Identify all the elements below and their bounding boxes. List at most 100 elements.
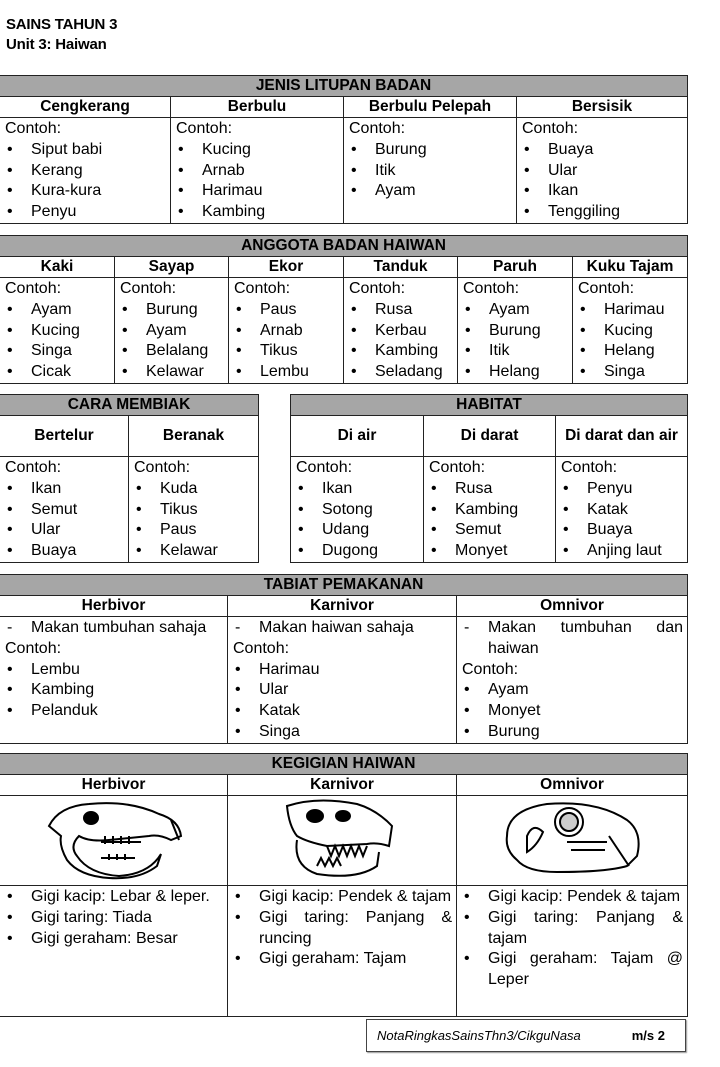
- kegigian-title: KEGIGIAN HAIWAN: [0, 753, 689, 775]
- contoh-label: Contoh:: [233, 639, 290, 657]
- list-item: • Dugong: [296, 541, 419, 562]
- item-text: Siput babi: [31, 140, 103, 158]
- item-text: Ikan: [548, 182, 579, 200]
- list-item: • Buaya: [5, 541, 124, 562]
- item-text: Rusa: [375, 300, 413, 318]
- list-item: • Ayam: [463, 300, 568, 321]
- item-text: Penyu: [31, 203, 77, 221]
- item-text: Gigi geraham: Tajam @ Leper: [488, 950, 684, 989]
- bullet-icon: •: [7, 182, 13, 200]
- column-body: Contoh: • Rusa • Kambing • Semut • Monyet: [423, 456, 556, 563]
- item-text: Singa: [259, 722, 300, 740]
- list-item: • Gigi taring: Panjang & tajam: [462, 908, 683, 950]
- item-text: Ayam: [489, 300, 530, 318]
- list-item: • Singa: [233, 722, 452, 743]
- bullet-icon: •: [7, 908, 13, 926]
- list-item: • Ikan: [296, 479, 419, 500]
- membiak-table: CARA MEMBIAK Bertelur Beranak Contoh: • Ikan •…: [0, 394, 259, 563]
- bullet-icon: •: [7, 363, 13, 381]
- list-item: • Gigi taring: Panjang & runcing: [233, 908, 452, 950]
- bullet-icon: •: [235, 702, 241, 720]
- list-item: • Kuda: [134, 479, 254, 500]
- item-text: Burung: [489, 321, 541, 339]
- column-body: • Gigi kacip: Lebar & leper. • Gigi taring:…: [0, 885, 228, 1017]
- herbivore-skull: [0, 795, 228, 886]
- list-item: • Kerbau: [349, 321, 453, 342]
- column-header: Karnivor: [227, 595, 457, 617]
- column-header: Paruh: [457, 256, 573, 278]
- item-text: Monyet: [455, 542, 508, 560]
- item-text: Seladang: [375, 363, 443, 381]
- column-header: Kuku Tajam: [571, 256, 689, 278]
- bullet-icon: •: [7, 300, 13, 318]
- bullet-icon: •: [122, 300, 128, 318]
- list-item: • Gigi kacip: Pendek & tajam: [233, 887, 452, 908]
- item-text: Makan haiwan sahaja: [259, 619, 414, 636]
- footer-page: m/s 2: [631, 1028, 665, 1043]
- item-text: Belalang: [146, 342, 209, 360]
- item-text: Paus: [160, 521, 197, 539]
- item-text: Semut: [31, 500, 78, 518]
- item-text: Ikan: [31, 479, 62, 497]
- column-body: - Makan tumbuhan dan haiwan Contoh: • Ayam • M…: [456, 616, 688, 744]
- bullet-icon: •: [235, 722, 241, 740]
- bullet-icon: •: [465, 342, 471, 360]
- tabiat-table: TABIAT PEMAKANAN Herbivor Karnivor Omnivor -…: [0, 574, 688, 744]
- bullet-icon: •: [431, 479, 437, 497]
- list-item: • Ikan: [522, 181, 683, 202]
- bullet-icon: •: [136, 500, 142, 518]
- anggota-table: ANGGOTA BADAN HAIWAN Kaki Sayap Ekor Tanduk P…: [0, 235, 689, 384]
- column-header: Beranak: [128, 415, 259, 457]
- bullet-icon: •: [7, 161, 13, 179]
- item-text: Ular: [31, 521, 61, 539]
- bullet-icon: •: [122, 342, 128, 360]
- bullet-icon: •: [465, 321, 471, 339]
- list-item: • Singa: [578, 362, 683, 383]
- column-body: - Makan haiwan sahaja Contoh: • Harimau • Ular…: [227, 616, 457, 744]
- tabiat-title: TABIAT PEMAKANAN: [0, 574, 688, 596]
- bullet-icon: •: [298, 521, 304, 539]
- item-text: Cicak: [31, 363, 72, 381]
- dash-marker: -: [464, 619, 470, 636]
- list-item: • Kucing: [176, 140, 339, 161]
- bullet-icon: •: [235, 888, 241, 905]
- habitat-table: HABITAT Di air Di darat Di darat dan air Con…: [289, 394, 689, 563]
- bullet-icon: •: [351, 182, 357, 200]
- list-item: • Burung: [349, 140, 512, 161]
- item-text: Gigi kacip: Lebar & leper.: [31, 888, 210, 905]
- item-text: Gigi geraham: Besar: [31, 929, 178, 947]
- column-header: Bertelur: [0, 415, 129, 457]
- list-item: • Arnab: [234, 321, 339, 342]
- bullet-icon: •: [235, 681, 241, 699]
- item-text: Kelawar: [160, 542, 218, 560]
- list-item: • Kambing: [349, 341, 453, 362]
- bullet-icon: •: [524, 140, 530, 158]
- item-text: Harimau: [604, 300, 665, 318]
- contoh-label: Contoh:: [234, 280, 291, 297]
- list-item: • Rusa: [429, 479, 551, 500]
- bullet-icon: •: [7, 342, 13, 360]
- item-text: Arnab: [260, 321, 303, 339]
- contoh-label: Contoh:: [463, 280, 520, 297]
- item-text: Ayam: [375, 182, 416, 200]
- item-text: Itik: [375, 161, 396, 179]
- membiak-title: CARA MEMBIAK: [0, 394, 259, 416]
- column-header: Ekor: [228, 256, 344, 278]
- item-text: Gigi kacip: Pendek & tajam: [259, 888, 452, 905]
- bullet-icon: •: [464, 702, 470, 720]
- column-header: Di air: [290, 415, 424, 457]
- bullet-icon: •: [178, 203, 184, 221]
- list-item: • Monyet: [462, 701, 683, 722]
- bullet-icon: •: [7, 929, 13, 947]
- bullet-icon: •: [351, 140, 357, 158]
- item-text: Helang: [604, 342, 655, 360]
- list-item: • Harimau: [233, 660, 452, 681]
- diet-description: - Makan tumbuhan dan haiwan: [462, 618, 683, 660]
- item-text: Singa: [604, 363, 645, 381]
- list-item: • Burung: [463, 321, 568, 342]
- list-item: • Kambing: [176, 202, 339, 223]
- bullet-icon: •: [236, 342, 242, 360]
- item-text: Buaya: [31, 542, 77, 560]
- list-item: • Seladang: [349, 362, 453, 383]
- list-item: • Paus: [234, 300, 339, 321]
